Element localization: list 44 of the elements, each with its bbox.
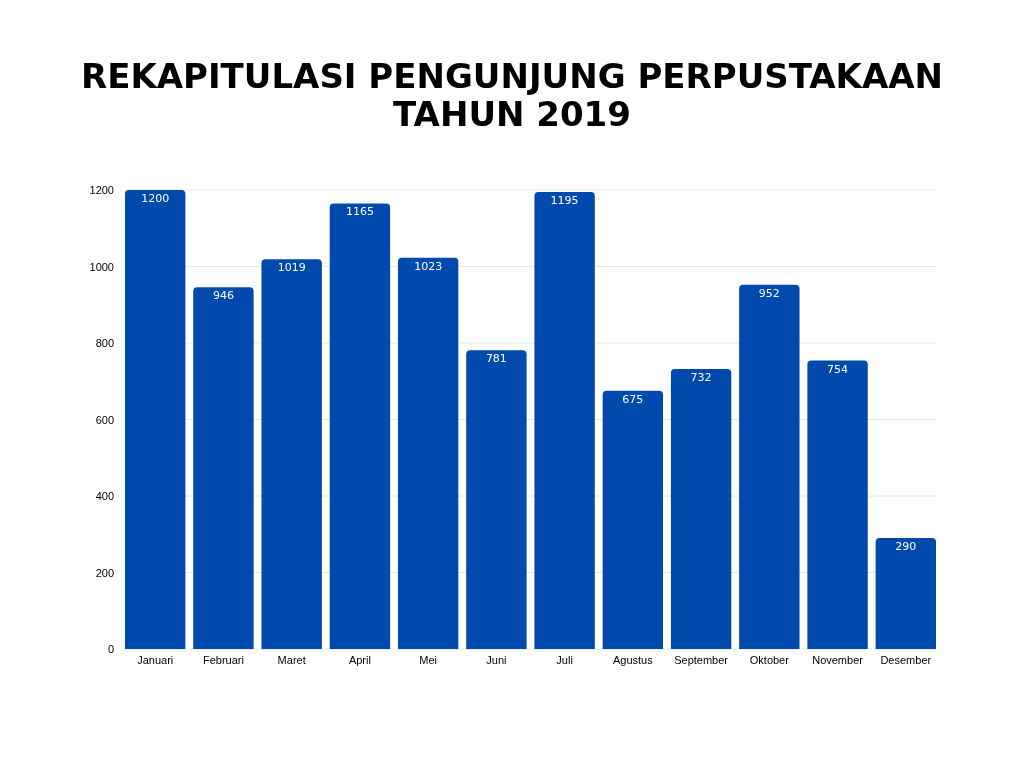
- x-tick-label: Februari: [202, 653, 244, 666]
- x-tick-label: Agustus: [612, 653, 654, 666]
- x-tick-label: September: [674, 653, 729, 666]
- bar: [875, 538, 936, 649]
- data-label: 1195: [550, 193, 579, 207]
- x-tick-label: Maret: [277, 653, 306, 666]
- x-tick-label: April: [348, 653, 371, 666]
- y-tick-label: 800: [95, 337, 114, 350]
- bar: [602, 390, 664, 649]
- data-label: 732: [690, 371, 712, 385]
- data-label: 1023: [414, 259, 443, 273]
- data-label: 1165: [345, 205, 374, 219]
- data-label: 754: [827, 362, 849, 376]
- x-tick-label: Januari: [137, 653, 174, 666]
- y-tick-label: 1200: [89, 184, 114, 197]
- data-label: 781: [485, 352, 507, 366]
- bar: [534, 191, 595, 649]
- bar: [807, 360, 868, 649]
- bar: [739, 284, 800, 649]
- data-label: 290: [895, 540, 917, 554]
- bar: [329, 203, 391, 649]
- x-tick-label: Mei: [419, 653, 438, 666]
- x-tick-label: Juli: [556, 653, 573, 666]
- data-label: 675: [622, 392, 644, 406]
- y-tick-label: 400: [95, 490, 114, 503]
- x-tick-label: Desember: [880, 653, 932, 666]
- y-tick-label: 600: [95, 413, 114, 426]
- bar: [670, 369, 732, 649]
- y-tick-label: 200: [95, 566, 114, 579]
- x-tick-label: November: [812, 653, 864, 666]
- bar: [397, 257, 459, 649]
- y-tick-label: 0: [107, 643, 114, 656]
- data-label: 946: [212, 289, 234, 303]
- data-label: 1200: [141, 192, 170, 205]
- chart-title: REKAPITULASI PENGUNJUNG PERPUSTAKAAN TAHUN 2019: [80, 56, 944, 134]
- x-tick-label: Oktober: [749, 653, 790, 666]
- bar: [466, 350, 527, 649]
- y-tick-label: 1000: [89, 260, 114, 273]
- bar: [125, 190, 186, 649]
- bar: [193, 287, 254, 649]
- x-tick-label: Juni: [486, 653, 507, 666]
- bar: [261, 259, 322, 649]
- data-label: 952: [758, 286, 780, 300]
- data-label: 1019: [277, 261, 306, 275]
